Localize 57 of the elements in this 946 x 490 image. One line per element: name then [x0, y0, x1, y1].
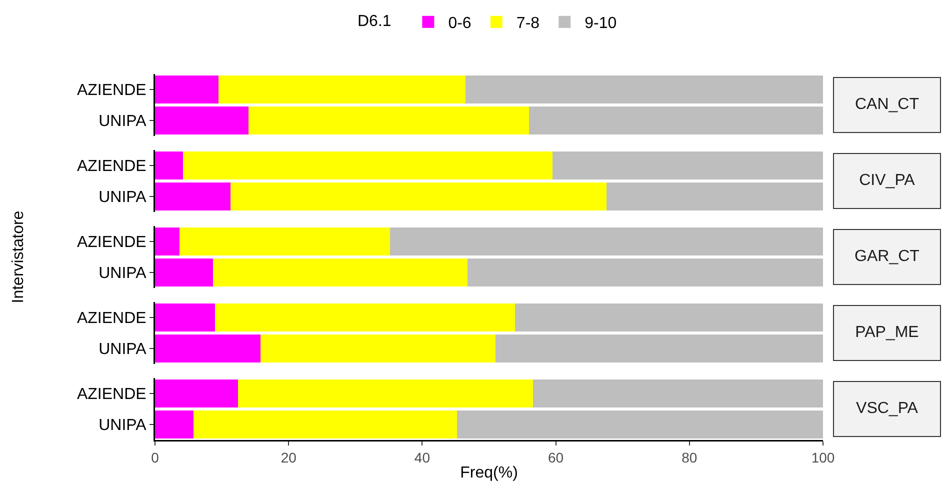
- bar: [155, 304, 216, 332]
- y-tick-label: AZIENDE: [76, 386, 146, 404]
- bar: [194, 410, 457, 438]
- bar: [155, 76, 218, 104]
- y2-axis-title: PAP_ME: [833, 305, 941, 361]
- bar: [183, 152, 552, 180]
- y-tick-label: UNIPA: [98, 189, 147, 206]
- x-tick-label: 40: [414, 449, 430, 466]
- y-axis-title: Intervistatore: [10, 210, 28, 304]
- bar: [260, 334, 496, 362]
- x-axis-title: Freq(%): [460, 464, 518, 482]
- y2-axis-title: GAR_CT: [833, 229, 941, 285]
- y2-axis-title: VSC_PA: [833, 381, 941, 437]
- y-tick-label: AZIENDE: [76, 158, 146, 176]
- y-tick-label: AZIENDE: [76, 82, 146, 100]
- x-tick-label: 60: [548, 449, 564, 466]
- bar: [155, 410, 194, 438]
- x-tick-label: 80: [682, 449, 698, 466]
- y-tick-label: UNIPA: [98, 113, 147, 130]
- bar: [155, 258, 214, 286]
- y-tick-label: UNIPA: [98, 265, 147, 282]
- bar: [155, 334, 261, 362]
- legend-label: 0-6: [448, 15, 472, 32]
- bar: [466, 76, 823, 104]
- y-tick-label: UNIPA: [98, 341, 147, 358]
- y-tick-label: AZIENDE: [76, 310, 146, 328]
- bar: [218, 76, 466, 104]
- y-tick-label: AZIENDE: [76, 234, 146, 252]
- bar: [215, 304, 516, 332]
- bar: [238, 380, 534, 408]
- bar: [248, 106, 530, 134]
- bar: [155, 182, 230, 210]
- bar: [155, 152, 184, 180]
- bar: [155, 228, 180, 256]
- bar: [606, 182, 823, 210]
- x-tick-label: 0: [151, 449, 160, 466]
- legend-label: 9-10: [584, 15, 617, 32]
- bar: [468, 258, 823, 286]
- x-tick-label: 20: [280, 449, 297, 466]
- bar: [155, 380, 238, 408]
- legend-title: D6.1: [358, 12, 400, 30]
- bar: [180, 228, 390, 256]
- y2-axis-title: CIV_PA: [833, 153, 941, 209]
- y-tick-label: UNIPA: [98, 417, 147, 434]
- bar: [515, 304, 823, 332]
- x-tick-label: 100: [811, 449, 835, 466]
- bar: [529, 106, 823, 134]
- bar: [456, 410, 823, 438]
- bar: [496, 334, 823, 362]
- bar: [552, 152, 823, 180]
- bar: [155, 106, 249, 134]
- bar: [533, 380, 823, 408]
- y2-axis-title: CAN_CT: [833, 77, 941, 133]
- bar: [390, 228, 823, 256]
- legend-label: 7-8: [516, 15, 540, 32]
- bar: [213, 258, 468, 286]
- bar: [230, 182, 607, 210]
